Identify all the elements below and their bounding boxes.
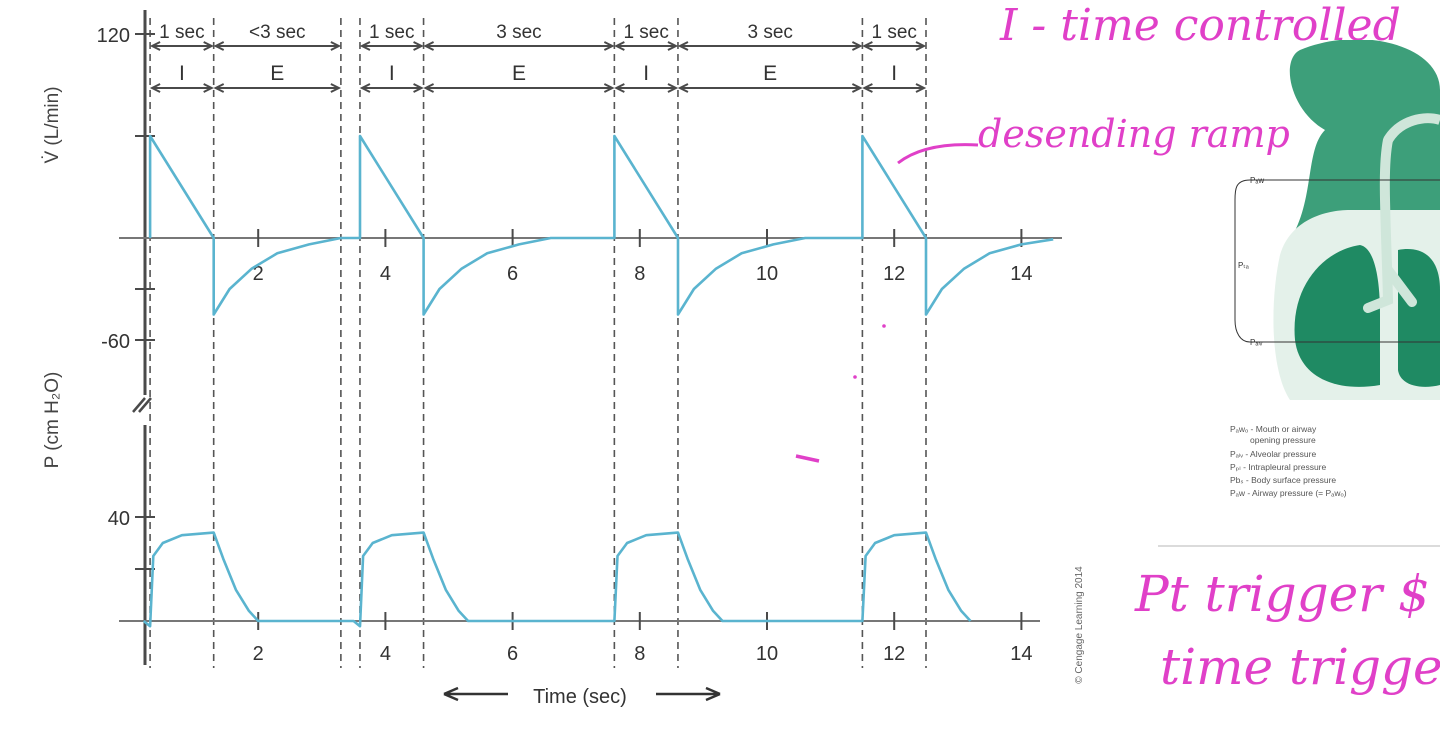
- x-tick-label: 6: [507, 263, 518, 285]
- timing-arrow-head: [330, 41, 342, 51]
- timing-arrow-head: [603, 83, 615, 93]
- timing-arrow-head: [862, 83, 873, 93]
- x-tick-label: 14: [1010, 263, 1032, 285]
- x-tick-label: 8: [634, 263, 645, 285]
- timing-arrow-head: [213, 83, 225, 93]
- legend-line: Pₐw - Airway pressure (= Pₐwₒ): [1230, 488, 1347, 498]
- axis-break-mark: [132, 397, 146, 413]
- phase-label: I: [891, 62, 897, 85]
- timing-arrow-head: [423, 41, 435, 51]
- phase-label: E: [763, 62, 777, 85]
- timing-arrow-head: [413, 41, 424, 51]
- label-pta: Pₜₐ: [1238, 261, 1250, 270]
- timing-arrow-head: [851, 41, 863, 51]
- ramp-pointer-line: [897, 143, 979, 165]
- timing-arrow-head: [149, 41, 161, 51]
- duration-label: 1 sec: [369, 22, 414, 43]
- pressure-bracket: [1234, 179, 1251, 343]
- timing-arrow-head: [213, 41, 225, 51]
- pen-dot: [853, 375, 857, 379]
- x-tick-label: 2: [253, 263, 264, 285]
- flow-y-tick-label: -60: [101, 331, 130, 353]
- legend-line: opening pressure: [1250, 435, 1316, 445]
- label-paw: Pₐw: [1250, 176, 1264, 185]
- timing-arrow-head: [203, 83, 214, 93]
- timing-arrow-head: [203, 41, 214, 51]
- x-tick-label: 12: [883, 263, 905, 285]
- airway-arch: [1383, 113, 1440, 143]
- duration-label: 3 sec: [496, 22, 541, 43]
- axis-labels: V̇ (L/min) P (cm H₂O) Time (sec) © Cenga…: [42, 86, 1085, 708]
- timing-arrow-head: [603, 41, 615, 51]
- x-tick-label: 4: [380, 263, 391, 285]
- pressure-waveform-line: [142, 531, 972, 628]
- duration-label: 1 sec: [159, 22, 204, 43]
- timing-arrow-head: [915, 41, 927, 51]
- timing-arrow-head: [677, 83, 689, 93]
- annotation-descending-ramp: desending ramp: [978, 112, 1290, 156]
- timing-arrow-head: [614, 41, 625, 51]
- phase-label: I: [643, 62, 649, 85]
- trachea: [1363, 135, 1417, 313]
- timing-arrow-head: [149, 83, 161, 93]
- legend-line: Pbₛ - Body surface pressure: [1230, 475, 1336, 485]
- time-arrow-right: [656, 686, 721, 702]
- duration-label: 1 sec: [623, 22, 668, 43]
- pressure-legend: Pₐwₒ - Mouth or airway opening pressure …: [1230, 424, 1347, 498]
- flow-waveform-line: [148, 134, 1054, 316]
- label-palv: Pₐₗᵥ: [1250, 338, 1263, 347]
- timing-arrow-head: [423, 83, 435, 93]
- timing-arrow-head: [330, 83, 342, 93]
- right-lung: [1398, 249, 1440, 387]
- axis-break-mark: [138, 397, 152, 413]
- phase-label: E: [270, 62, 284, 85]
- legend-line: Pₚₗ - Intrapleural pressure: [1230, 462, 1327, 472]
- phase-label: I: [389, 62, 395, 85]
- flow-axis-label: V̇ (L/min): [42, 86, 63, 163]
- timing-arrow-head: [413, 83, 424, 93]
- phase-label: E: [512, 62, 526, 85]
- pen-dot: [882, 324, 886, 328]
- x-tick-label: 10: [756, 263, 778, 285]
- legend-line: Pₐwₒ - Mouth or airway: [1230, 424, 1317, 434]
- time-axis-label: Time (sec): [533, 686, 627, 708]
- x-tick-label: 12: [883, 643, 905, 665]
- x-tick-label: 10: [756, 643, 778, 665]
- time-arrow-left: [443, 686, 508, 702]
- copyright-notice: © Cengage Learning 2014: [1074, 566, 1085, 684]
- timing-arrow-head: [677, 41, 689, 51]
- timing-arrow-head: [359, 83, 371, 93]
- x-tick-label: 2: [253, 643, 264, 665]
- flow-y-tick-label: 120: [97, 25, 130, 47]
- x-tick-label: 8: [634, 643, 645, 665]
- left-lung: [1294, 245, 1380, 387]
- pen-dash: [795, 454, 820, 463]
- timing-brackets: 1 sec <3 sec 1 sec 3 sec 1 sec 3 sec 1 sec I E I E…: [149, 22, 927, 93]
- duration-label: <3 sec: [249, 22, 306, 43]
- timing-arrow-head: [359, 41, 371, 51]
- lung-pressure-diagram: Pₐw Pₜₐ Pₐₗᵥ Pₐwₒ - Mouth or airway open…: [1230, 40, 1440, 498]
- timing-arrow-head: [667, 41, 679, 51]
- timing-arrow-head: [862, 41, 873, 51]
- x-tick-label: 6: [507, 643, 518, 665]
- timing-arrow-head: [667, 83, 679, 93]
- timing-arrow-head: [614, 83, 625, 93]
- pressure-y-tick-label: 40: [108, 508, 130, 530]
- handwritten-marks: [795, 143, 1440, 547]
- legend-line: Pₐₗᵥ - Alveolar pressure: [1230, 449, 1316, 459]
- timing-arrow-head: [915, 83, 927, 93]
- x-tick-label: 14: [1010, 643, 1032, 665]
- x-tick-label: 4: [380, 643, 391, 665]
- duration-label: 3 sec: [747, 22, 792, 43]
- annotation-time-trigger: time trigger: [1160, 638, 1440, 696]
- pressure-axis-label: P (cm H₂O): [42, 372, 63, 469]
- timing-arrow-head: [851, 83, 863, 93]
- duration-label: 1 sec: [871, 22, 916, 43]
- annotation-patient-trigger: Pt trigger $: [1135, 565, 1430, 623]
- waveform-traces: [142, 134, 1054, 628]
- cycle-divider-lines: [149, 18, 927, 668]
- phase-label: I: [179, 62, 185, 85]
